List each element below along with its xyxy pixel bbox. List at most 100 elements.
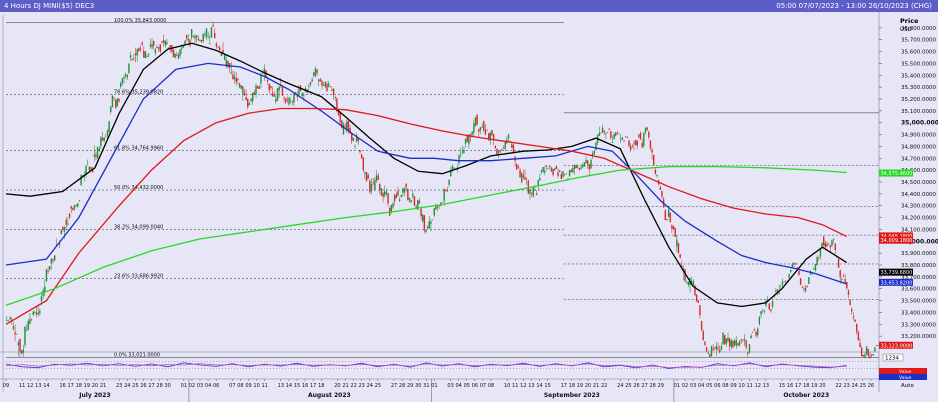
candle-body: [133, 58, 135, 59]
candle-body: [408, 197, 411, 201]
candle-body: [466, 135, 468, 142]
candle-body: [697, 300, 699, 303]
oscillator-value-label: Value: [899, 375, 912, 381]
candle-body: [725, 338, 728, 344]
candle-body: [232, 74, 234, 80]
candle-body: [425, 229, 427, 232]
candle-body: [841, 279, 843, 281]
candle-body: [791, 264, 794, 268]
time-tick-label: 20: [92, 383, 98, 389]
candle-body: [554, 168, 556, 171]
candle-body: [667, 209, 670, 217]
price-tick-label: 34,400.0000: [901, 192, 936, 198]
candle-body: [139, 48, 142, 50]
candle-body: [758, 317, 761, 324]
time-tick-label: 30: [164, 383, 170, 389]
time-tick-label: 20: [334, 383, 340, 389]
candle-body: [359, 149, 361, 153]
price-tag-box: [879, 341, 913, 349]
candle-body: [156, 46, 158, 49]
candle-body: [537, 179, 539, 187]
candle-body: [271, 92, 274, 97]
candle-body: [339, 113, 341, 123]
candle-body: [270, 85, 272, 88]
price-tick-label: 35,400.0000: [901, 73, 936, 79]
candle-body: [707, 352, 709, 354]
candle-body: [491, 129, 493, 136]
time-axis[interactable]: 09 11 12 13 14 16 17 18 19 20 21 23 24 25 26 27 28 30 01 02…: [0, 378, 879, 402]
candle-body: [629, 146, 632, 150]
candle-body: [319, 79, 322, 82]
candle-body: [648, 131, 650, 138]
time-tick-label: 07: [480, 383, 486, 389]
candle-body: [732, 340, 734, 348]
candle-body: [481, 126, 483, 128]
candle-body: [148, 53, 150, 55]
candle-body: [204, 34, 206, 35]
candle-body: [146, 56, 148, 57]
candle-body: [27, 320, 29, 330]
candle-body: [400, 195, 402, 197]
candle-body: [318, 79, 320, 82]
candle-body: [582, 164, 584, 168]
candle-body: [44, 286, 46, 293]
candle-body: [519, 170, 521, 178]
price-axis-title: Price: [900, 17, 919, 25]
candle-body: [771, 300, 774, 307]
time-tick-label: 18: [76, 383, 82, 389]
oscillator-axis-label: Auto: [901, 383, 914, 389]
candle-body: [301, 92, 303, 97]
candle-body: [397, 191, 399, 196]
time-tick-label: 24: [852, 383, 858, 389]
price-tags: 34,575.460034,045.180034,009.180033,739.…: [879, 169, 913, 349]
candle-body: [464, 138, 467, 144]
candle-body: [578, 168, 581, 171]
candle-body: [296, 95, 298, 97]
time-tick-label: 17: [67, 383, 73, 389]
candle-body: [365, 172, 368, 182]
candle-body: [638, 134, 640, 137]
candle-body: [367, 175, 369, 179]
candle-body: [626, 137, 629, 138]
price-tick-label: 34,900.0000: [901, 133, 936, 139]
candle-body: [753, 329, 756, 331]
candle-body: [354, 145, 356, 147]
candle-body: [192, 36, 195, 38]
candle-body: [760, 311, 762, 315]
price-tick-label: 35,800.0000: [901, 26, 936, 32]
candle-body: [661, 191, 663, 197]
candle-body: [430, 221, 432, 224]
candle-body: [755, 331, 757, 336]
oscillator-value-tag-red: [879, 368, 927, 374]
candle-body: [834, 243, 836, 250]
oscillator-label-box: [882, 353, 904, 362]
candle-body: [542, 166, 544, 172]
candle-body: [857, 331, 860, 341]
candle-body: [524, 177, 526, 180]
time-tick-label: 04: [455, 383, 461, 389]
instrument-title: 4 Hours DJ MINI($5) DEC3: [4, 2, 95, 10]
candle-body: [458, 155, 460, 164]
time-tick-label: 25: [375, 383, 381, 389]
candle-body: [393, 195, 396, 202]
candle-body: [847, 290, 850, 295]
candle-body: [242, 86, 244, 94]
candle-body: [636, 140, 638, 146]
candle-body: [814, 263, 817, 271]
candle-body: [511, 144, 513, 149]
price-tick-label: 35,700.0000: [901, 38, 936, 44]
candle-body: [598, 132, 600, 136]
time-tick-label: 27: [641, 383, 647, 389]
time-tick-label: 28: [399, 383, 405, 389]
candle-body: [263, 68, 265, 73]
time-tick-label: 24: [617, 383, 623, 389]
time-tick-label: 18: [803, 383, 809, 389]
candle-body: [65, 219, 67, 225]
candle-body: [478, 128, 480, 132]
candle-body: [227, 60, 229, 68]
candle-body: [332, 88, 335, 96]
candle-body: [463, 149, 465, 153]
